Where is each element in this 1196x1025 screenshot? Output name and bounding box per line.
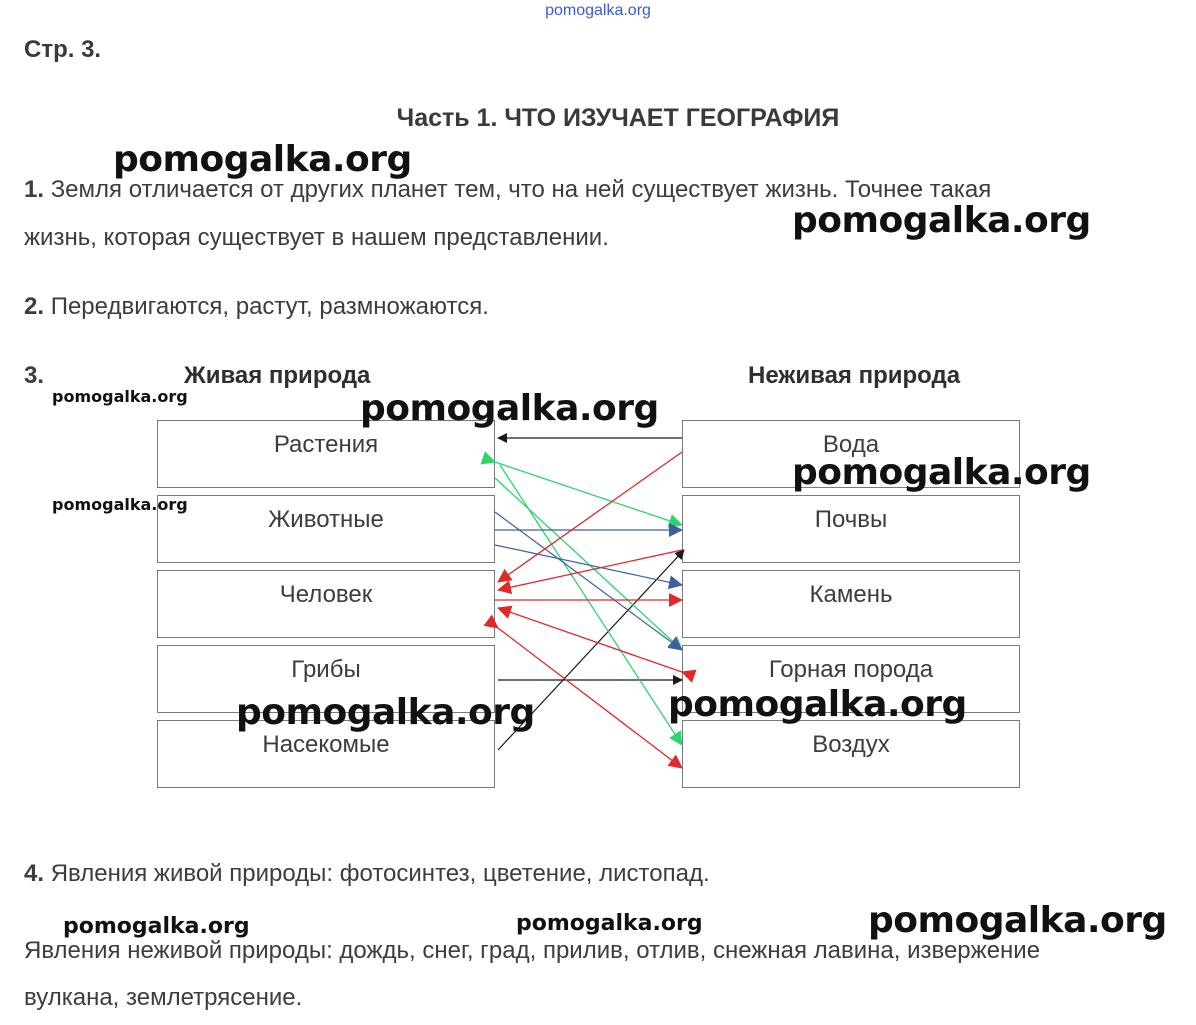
header-link[interactable]: pomogalka.org <box>545 2 651 19</box>
watermark: pomogalka.org <box>668 684 967 725</box>
q4-line2: Явления неживой природы: дождь, снег, гр… <box>24 937 1041 964</box>
q2-number: 2. <box>24 293 45 320</box>
q2-text: Передвигаются, растут, размножаются. <box>50 293 489 320</box>
watermark: pomogalka.org <box>52 495 188 514</box>
arrow-plants-to-soils <box>480 451 683 528</box>
watermark: pomogalka.org <box>113 139 412 180</box>
q4-number: 4. <box>24 860 45 887</box>
right-box-stone: Камень <box>682 570 1020 638</box>
q1-line2: жизнь, которая существует в нашем предст… <box>24 224 609 251</box>
watermark: pomogalka.org <box>868 900 1167 941</box>
q1-line1: 1. Земля отличается от других планет тем… <box>24 176 991 204</box>
right-box-air: Воздух <box>682 720 1020 788</box>
left-box-animals: Животные <box>157 495 495 563</box>
q1-text: Земля отличается от других планет тем, ч… <box>50 176 992 203</box>
part-title: Часть 1. ЧТО ИЗУЧАЕТ ГЕОГРАФИЯ <box>396 104 840 132</box>
arrow-rock-to-human <box>497 605 697 683</box>
arrow-water-to-human <box>497 451 683 583</box>
left-box-human: Человек <box>157 570 495 638</box>
right-box-water: Вода <box>682 420 1020 488</box>
arrow-soils-to-human <box>497 549 683 595</box>
arrow-animals-to-rock <box>494 511 683 651</box>
left-box-insects: Насекомые <box>157 720 495 788</box>
q1-number: 1. <box>24 176 45 203</box>
watermark: pomogalka.org <box>360 388 659 429</box>
right-box-rock: Горная порода <box>682 645 1020 713</box>
arrow-human-to-air <box>483 614 683 769</box>
nonliving-nature-heading: Неживая природа <box>748 362 961 389</box>
arrow-animals-to-stone <box>494 544 683 590</box>
q2-line: 2. Передвигаются, растут, размножаются. <box>24 293 489 321</box>
left-box-fungi: Грибы <box>157 645 495 713</box>
watermark: pomogalka.org <box>63 914 250 939</box>
q4-line3: вулкана, землетрясение. <box>24 984 303 1011</box>
q4-line1: 4. Явления живой природы: фотосинтез, цв… <box>24 860 710 888</box>
q4-text: Явления живой природы: фотосинтез, цвете… <box>50 860 710 887</box>
watermark: pomogalka.org <box>792 452 1091 493</box>
living-nature-heading: Живая природа <box>184 362 371 389</box>
watermark: pomogalka.org <box>516 911 703 936</box>
watermark: pomogalka.org <box>52 387 188 406</box>
left-box-plants: Растения <box>157 420 495 488</box>
page-number: Стр. 3. <box>24 36 102 63</box>
watermark: pomogalka.org <box>236 692 535 733</box>
right-box-soils: Почвы <box>682 495 1020 563</box>
watermark: pomogalka.org <box>792 200 1091 241</box>
q3-number: 3. <box>24 362 45 389</box>
